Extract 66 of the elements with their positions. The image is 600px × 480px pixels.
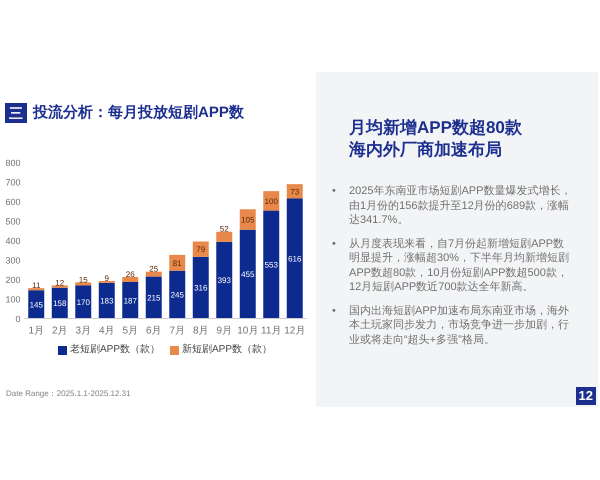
data-label: 616 [288,254,302,264]
text: • 国内出海短剧APP加速布局东南亚市场，海外本土玩家同步发力，市场竞争进一步加剧，行业或将走向“超头+多强”格局。 [332,304,570,347]
data-label: 183 [100,296,114,306]
y-tick-label: 700 [5,178,21,188]
bar [169,270,186,318]
x-tick-label: 12月 [284,326,306,336]
x-tick-label: 8月 [192,326,209,336]
x-tick-label: 7月 [169,326,186,336]
y-tick-label: 800 [5,158,21,168]
x-tick-label: 5月 [122,326,138,336]
data-label: 105 [241,216,255,225]
data-label: 245 [170,290,184,300]
bar [122,276,138,282]
data-label: 26 [126,270,136,279]
bar [216,232,232,242]
text: Date Range：2025.1.1-2025.12.31 [6,389,131,399]
chart-title: 投流分析：每月投放短剧APP数 [33,103,244,123]
data-label: 12 [55,278,65,288]
data-label: 145 [30,300,44,310]
text: 12 [576,387,596,405]
data-label: 553 [264,260,278,270]
text: • 从月度表现来看，自7月份起新增短剧APP数明显提升，涨幅超30%，下半年月均新增短剧APP数超80款，10月份短剧APP数超500款，12月短剧APP数近700款达全年新高。 [332,236,570,294]
y-tick-label: 200 [5,275,21,285]
x-tick-label: 11月 [261,326,282,336]
bar [286,198,303,318]
text: 三 [5,103,27,123]
data-label: 73 [290,187,300,196]
x-tick-label: 2月 [52,326,68,336]
data-label: 393 [218,276,232,286]
x-tick-label: 3月 [75,326,92,336]
x-tick-label: 6月 [146,326,162,336]
text: 月均新增APP数超80款海内外厂商加速布局 [349,117,523,161]
y-tick-label: 300 [5,256,21,266]
y-tick-label: 100 [5,294,21,304]
data-label: 15 [78,275,88,284]
x-tick-label: 1月 [28,326,44,336]
data-label: 158 [53,299,67,308]
data-label: 100 [264,196,278,206]
legend-label: 老短剧APP数（款） [70,342,160,357]
text: • 2025年东南亚市场短剧APP数量爆发式增长，由1月份的156款提升至12月份的689款，涨幅达341.7%。 [332,184,572,228]
y-tick-label: 400 [5,236,21,246]
y-tick-label: 600 [5,197,21,207]
bar [216,242,232,318]
y-tick-label: 0 [15,314,21,324]
bar [75,282,92,286]
y-tick-label: 500 [5,216,21,226]
x-tick-label: 4月 [98,326,115,336]
data-label: 455 [241,270,255,280]
legend-label: 新短剧APP数（款） [182,342,272,357]
bar [146,272,162,277]
data-label: 187 [124,296,138,306]
bar [240,230,256,318]
data-label: 25 [149,264,159,274]
data-label: 79 [196,245,206,254]
data-label: 215 [147,294,161,303]
x-tick-label: 9月 [216,326,232,336]
data-label: 81 [172,258,182,268]
x-tick-label: 10月 [237,326,258,336]
bar [192,256,209,318]
bar [263,210,280,318]
data-label: 316 [194,284,208,293]
data-label: 11 [32,281,41,290]
data-label: 52 [220,224,230,234]
data-label: 9 [104,274,110,284]
bar [146,276,162,318]
data-label: 170 [76,298,90,307]
